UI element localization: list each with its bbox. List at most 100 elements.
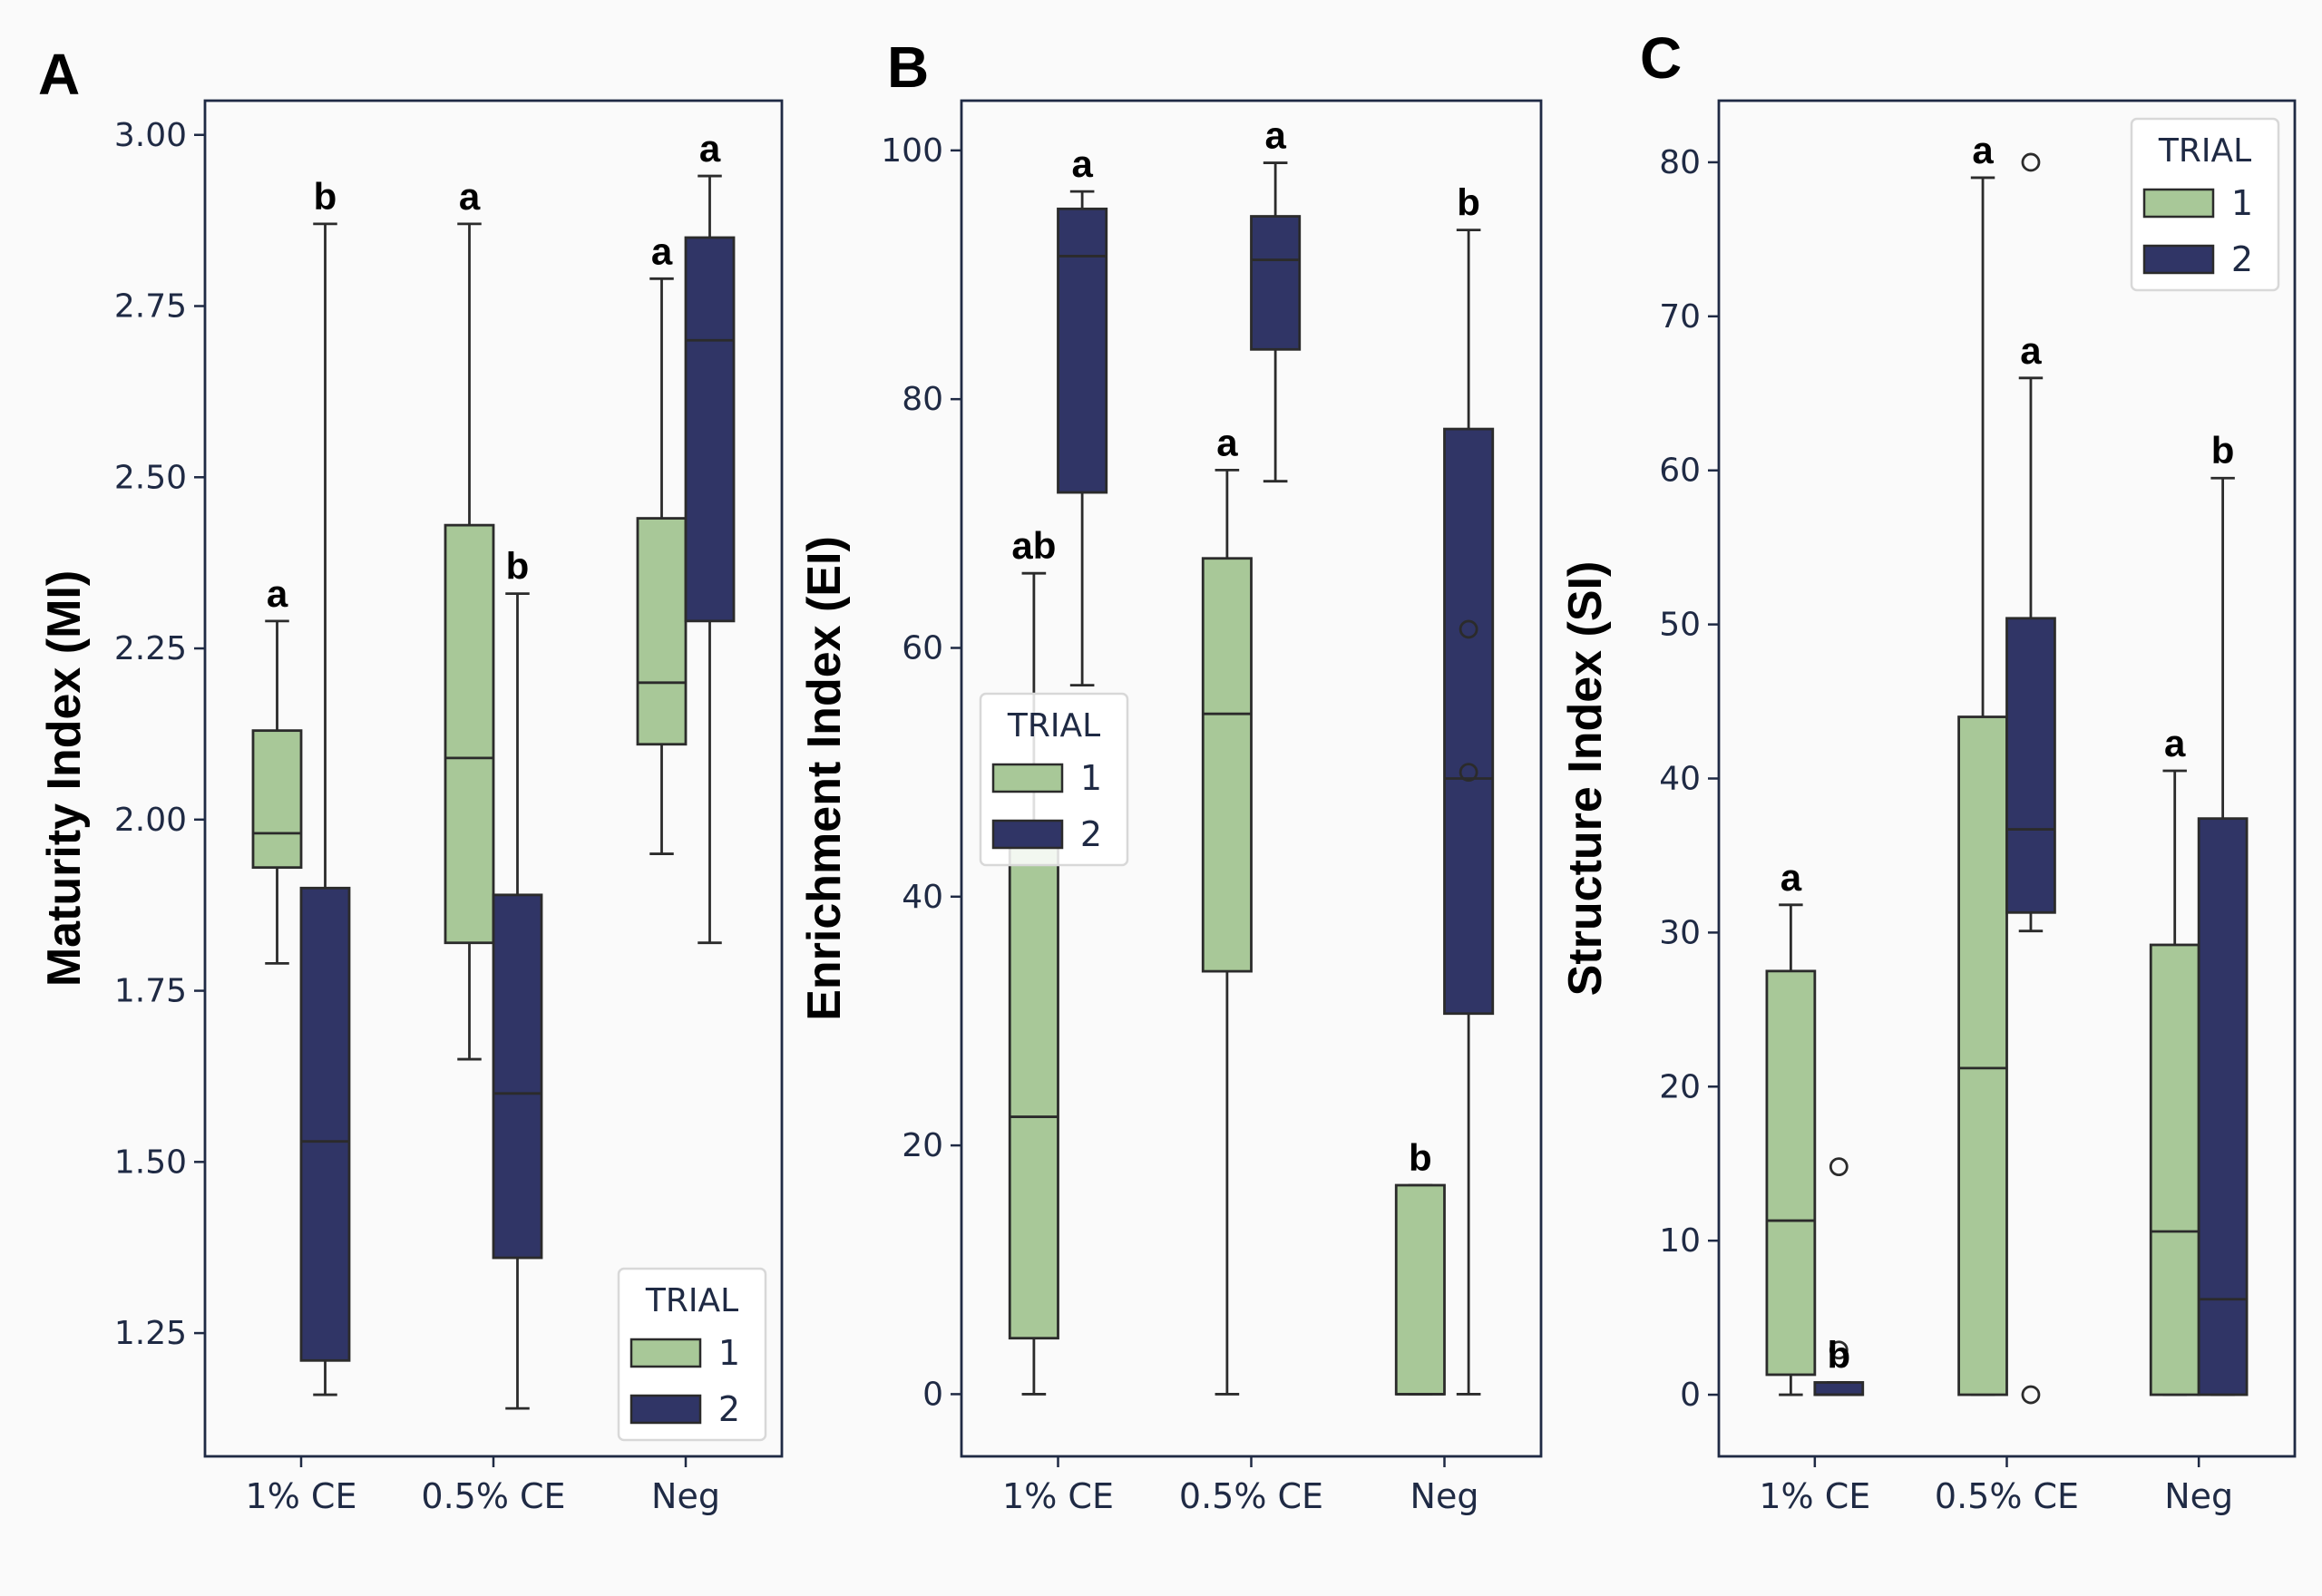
box-iqr	[1394, 1183, 1446, 1396]
box-trial-2-neg: b	[2197, 429, 2249, 1396]
y-tick-label: 30	[1659, 914, 1701, 951]
legend-swatch-2	[629, 1394, 702, 1425]
significance-letter: a	[699, 127, 721, 170]
box-iqr	[444, 523, 495, 945]
x-tick-label: 1% CE	[1759, 1476, 1870, 1516]
y-tick-label: 20	[1659, 1068, 1701, 1105]
significance-letter: b	[1827, 1333, 1850, 1376]
significance-letter: a	[1781, 856, 1802, 899]
y-axis-label: Structure Index (SI)	[1559, 561, 1612, 997]
significance-letter: b	[314, 175, 337, 218]
panel-letter: A	[38, 42, 80, 107]
panel-letter: C	[1640, 25, 1682, 91]
box-trial-1-1-ce: a	[1765, 856, 1817, 1396]
legend-label-1: 1	[2231, 183, 2253, 223]
x-tick-label: 1% CE	[1002, 1476, 1114, 1516]
outlier-point	[1829, 1340, 1849, 1360]
y-tick-label: 60	[902, 629, 943, 667]
panel-a: A Maturity Index (MI) 1.25 1.50 1.75 2.00 2.25…	[38, 42, 784, 1516]
x-tick-label: Neg	[2164, 1476, 2233, 1516]
panel-letter: B	[887, 34, 929, 100]
y-tick-label: 2.00	[114, 802, 187, 839]
significance-letter: a	[1216, 421, 1238, 463]
box-trial-1-neg: a	[636, 229, 688, 855]
y-tick-label: 1.50	[114, 1143, 187, 1181]
box-trial-2-0-5-ce: b	[492, 545, 543, 1410]
legend-title: TRIAL	[645, 1282, 738, 1319]
significance-letter: a	[267, 572, 288, 615]
significance-letter: a	[1071, 142, 1093, 185]
y-tick-label: 0	[1680, 1377, 1701, 1414]
legend-swatch-2	[2142, 244, 2215, 275]
box-trial-2-neg: a	[684, 127, 736, 945]
box-trial-1-neg: a	[2149, 722, 2200, 1396]
significance-letter: a	[2020, 329, 2042, 372]
legend-label-1: 1	[718, 1333, 740, 1373]
y-tick-label: 3.00	[114, 117, 187, 154]
box-iqr	[1057, 207, 1108, 494]
x-tick-label: 0.5% CE	[1179, 1476, 1323, 1516]
y-tick-label: 100	[881, 132, 943, 170]
legend: TRIAL 1 2	[617, 1267, 767, 1442]
x-tick-label: Neg	[651, 1476, 720, 1516]
legend-label-2: 2	[718, 1389, 740, 1429]
axes-frame	[960, 99, 1543, 1458]
y-tick-label: 40	[1659, 761, 1701, 798]
significance-letter: b	[1409, 1136, 1432, 1179]
y-axis-label: Enrichment Index (EI)	[798, 536, 851, 1021]
box-iqr	[492, 893, 543, 1260]
y-tick-label: 20	[902, 1127, 943, 1164]
y-tick-label: 2.50	[114, 459, 187, 496]
box-trial-2-1-ce: b	[1813, 1157, 1865, 1396]
legend-swatch-2	[991, 819, 1064, 850]
panel-c: C Structure Index (SI) 0 10 20 30 40 50 60 70 80 1%…	[1559, 25, 2297, 1516]
box-trial-1-1-ce: a	[251, 572, 303, 965]
box-trial-1-0-5-ce: a	[1957, 129, 2008, 1396]
y-tick-label: 70	[1659, 298, 1701, 336]
box-trial-1-0-5-ce: a	[444, 175, 495, 1061]
legend-label-2: 2	[2231, 239, 2253, 279]
legend-swatch-1	[629, 1338, 702, 1368]
significance-letter: ab	[1011, 524, 1056, 567]
significance-letter: a	[1972, 129, 1994, 171]
outlier-point	[1459, 619, 1478, 639]
box-iqr	[1201, 557, 1253, 973]
box-trial-1-neg: b	[1394, 1136, 1446, 1396]
legend: TRIAL 1 2	[2130, 117, 2280, 292]
y-tick-label: 40	[902, 879, 943, 916]
legend-swatch-1	[991, 763, 1064, 793]
box-iqr	[1250, 215, 1302, 351]
box-trial-2-neg: b	[1443, 181, 1495, 1396]
legend: TRIAL 1 2	[979, 692, 1129, 867]
legend-label-1: 1	[1080, 758, 1102, 798]
outlier-point	[2021, 152, 2041, 172]
box-trial-2-1-ce: b	[299, 175, 351, 1396]
y-tick-label: 80	[1659, 144, 1701, 181]
x-tick-label: 1% CE	[246, 1476, 357, 1516]
x-tick-label: Neg	[1410, 1476, 1479, 1516]
y-tick-label: 80	[902, 381, 943, 418]
box-trial-2-0-5-ce: a	[2005, 152, 2056, 1405]
panel-b: B Enrichment Index (EI) 0 20 40 60 80 100 1% CE 0…	[798, 34, 1543, 1516]
significance-letter: a	[651, 229, 673, 272]
significance-letter: a	[459, 175, 481, 218]
outlier-point	[1459, 763, 1478, 783]
legend-swatch-1	[2142, 188, 2215, 219]
y-tick-label: 10	[1659, 1222, 1701, 1260]
y-tick-label: 1.75	[114, 973, 187, 1010]
y-tick-label: 0	[922, 1376, 943, 1413]
x-tick-label: 0.5% CE	[1935, 1476, 2079, 1516]
legend-label-2: 2	[1080, 814, 1102, 854]
box-iqr	[1443, 427, 1495, 1016]
box-iqr	[636, 517, 688, 746]
box-iqr	[1813, 1381, 1865, 1396]
box-iqr	[2197, 817, 2249, 1396]
significance-letter: a	[1264, 114, 1286, 157]
y-tick-label: 2.75	[114, 288, 187, 326]
box-iqr	[299, 886, 351, 1362]
significance-letter: b	[2211, 429, 2235, 472]
x-tick-label: 0.5% CE	[421, 1476, 565, 1516]
box-iqr	[2149, 943, 2200, 1396]
axes-frame	[203, 99, 784, 1458]
legend-title: TRIAL	[2158, 132, 2251, 170]
